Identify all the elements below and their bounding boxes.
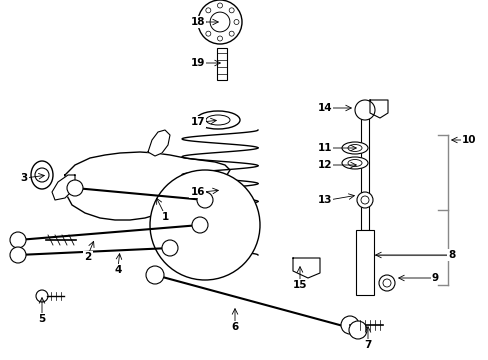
Text: 10: 10	[461, 135, 475, 145]
Text: 16: 16	[190, 187, 204, 197]
Circle shape	[67, 180, 83, 196]
Text: 1: 1	[161, 212, 168, 222]
Ellipse shape	[341, 142, 367, 154]
Circle shape	[360, 196, 368, 204]
Circle shape	[378, 275, 394, 291]
Circle shape	[197, 192, 213, 208]
Text: 5: 5	[38, 314, 45, 324]
Circle shape	[354, 100, 374, 120]
Ellipse shape	[341, 157, 367, 169]
Polygon shape	[148, 130, 170, 156]
Circle shape	[198, 0, 242, 44]
Text: 8: 8	[447, 250, 454, 260]
Circle shape	[150, 170, 260, 280]
Text: 11: 11	[317, 143, 331, 153]
Ellipse shape	[196, 111, 240, 129]
Polygon shape	[52, 175, 75, 200]
Circle shape	[10, 247, 26, 263]
Text: 14: 14	[317, 103, 331, 113]
Circle shape	[340, 316, 358, 334]
Text: 7: 7	[364, 340, 371, 350]
Text: 6: 6	[231, 322, 238, 332]
Circle shape	[229, 31, 234, 36]
Circle shape	[146, 266, 163, 284]
Circle shape	[217, 36, 222, 41]
Circle shape	[229, 8, 234, 13]
Circle shape	[35, 168, 49, 182]
Circle shape	[382, 279, 390, 287]
Circle shape	[10, 232, 26, 248]
Text: 18: 18	[190, 17, 204, 27]
Text: 17: 17	[190, 117, 204, 127]
Circle shape	[210, 12, 229, 32]
Polygon shape	[292, 258, 319, 278]
Circle shape	[205, 8, 210, 13]
Circle shape	[217, 3, 222, 8]
Ellipse shape	[31, 161, 53, 189]
Bar	[217, 48, 226, 80]
Circle shape	[234, 19, 239, 24]
Bar	[355, 230, 373, 295]
Circle shape	[201, 19, 205, 24]
Text: 9: 9	[431, 273, 438, 283]
Text: 15: 15	[292, 280, 306, 290]
Ellipse shape	[347, 159, 361, 166]
Circle shape	[192, 217, 207, 233]
Text: 3: 3	[20, 173, 28, 183]
Circle shape	[162, 240, 178, 256]
Text: 4: 4	[114, 265, 122, 275]
Text: 2: 2	[84, 252, 91, 262]
Circle shape	[36, 290, 48, 302]
Circle shape	[205, 31, 210, 36]
Polygon shape	[65, 152, 229, 220]
Text: 12: 12	[317, 160, 331, 170]
Bar	[360, 115, 368, 230]
Text: 13: 13	[317, 195, 331, 205]
Circle shape	[348, 321, 366, 339]
Text: 19: 19	[190, 58, 204, 68]
Circle shape	[356, 192, 372, 208]
Polygon shape	[369, 100, 387, 118]
Ellipse shape	[347, 144, 361, 152]
Ellipse shape	[205, 115, 229, 125]
